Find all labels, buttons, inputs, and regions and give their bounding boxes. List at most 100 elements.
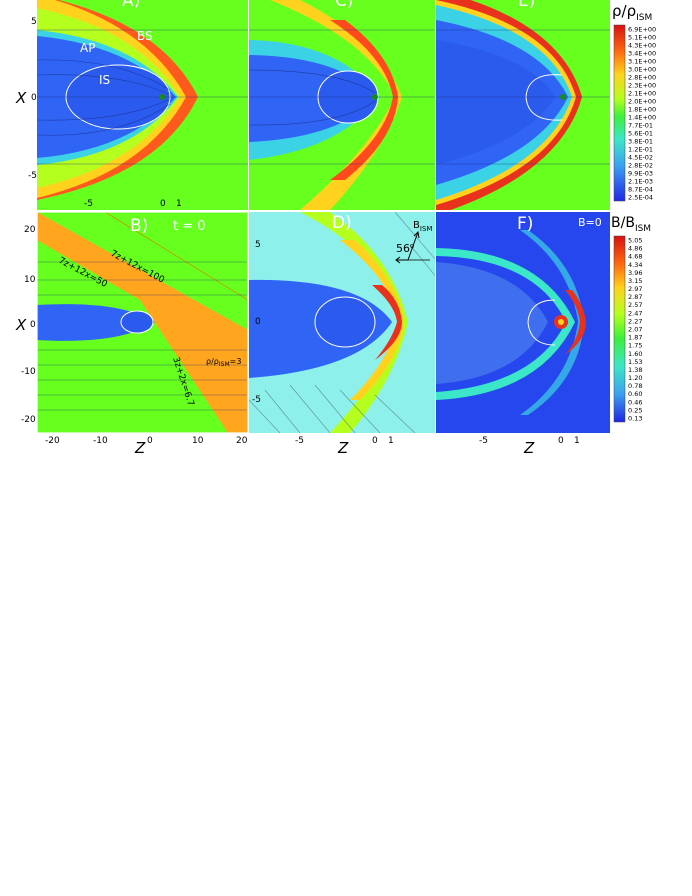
panel-c-label: C): [335, 0, 354, 11]
colorbar-b-label-6: 2.97: [628, 285, 642, 293]
b-x-axis-title: X: [15, 316, 27, 334]
d-z-tick-1: 1: [388, 436, 394, 446]
top-z-tick-neg5: -5: [84, 199, 93, 209]
colorbar-rho-label-9: 2.0E+00: [628, 98, 656, 106]
region-is-label: IS: [99, 73, 110, 87]
d-z-axis-title: Z: [337, 439, 349, 457]
panel-d: [249, 212, 435, 433]
colorbar-rho-label-15: 1.2E-01: [628, 146, 653, 154]
colorbar-b-label-17: 1.20: [628, 374, 642, 382]
b-z-tick-neg20: -20: [45, 436, 60, 446]
colorbar-b-label-20: 0.46: [628, 398, 642, 406]
colorbar-b-labels: 5.054.864.684.343.963.152.972.872.572.47…: [628, 237, 642, 423]
top-z-tick-1: 1: [176, 199, 182, 209]
d-x-tick-neg5: -5: [252, 395, 261, 405]
b-z-tick-20: 20: [236, 436, 248, 446]
b-z-tick-0: 0: [147, 436, 153, 446]
colorbar-b-label-0: 5.05: [628, 237, 642, 245]
colorbar-rho-label-10: 1.8E+00: [628, 106, 656, 114]
panel-f-tag: B=0: [578, 216, 602, 229]
panel-f-label: F): [517, 214, 533, 234]
d-z-tick-0: 0: [372, 436, 378, 446]
colorbar-rho-label-8: 2.1E+00: [628, 90, 656, 98]
colorbar-rho-label-1: 5.1E+00: [628, 34, 656, 42]
colorbar-b-label-10: 2.27: [628, 317, 642, 325]
f-z-tick-0: 0: [558, 436, 564, 446]
f-z-tick-1: 1: [574, 436, 580, 446]
colorbar-b-label-8: 2.57: [628, 301, 642, 309]
field-b-annotation: BISM: [413, 220, 432, 233]
colorbar-b-label-7: 2.87: [628, 293, 642, 301]
top-x-tick-0: 0: [31, 93, 37, 103]
colorbar-rho-label-11: 1.4E+00: [628, 114, 656, 122]
colorbar-rho-labels: 6.9E+005.1E+004.3E+003.4E+003.1E+003.0E+…: [628, 26, 656, 202]
panel-b: [37, 212, 248, 433]
colorbar-b-label-15: 1.53: [628, 358, 642, 366]
colorbar-b-label-21: 0.25: [628, 406, 642, 414]
panel-c: [249, 0, 435, 210]
colorbar-b-label-18: 0.78: [628, 382, 642, 390]
colorbar-rho: [613, 24, 626, 202]
b-x-tick-neg20: -20: [21, 415, 36, 425]
colorbar-b: [613, 235, 626, 423]
f-z-axis-title: Z: [523, 439, 535, 457]
d-x-tick-0: 0: [255, 317, 261, 327]
b-x-tick-10: 10: [24, 275, 36, 285]
d-x-tick-5: 5: [255, 240, 261, 250]
colorbar-b-label-11: 2.07: [628, 326, 642, 334]
f-z-tick-neg5: -5: [479, 436, 488, 446]
top-x-tick-5: 5: [31, 17, 37, 27]
b-x-tick-neg10: -10: [21, 367, 36, 377]
panel-a: [37, 0, 248, 210]
colorbar-b-label-22: 0.13: [628, 415, 642, 423]
colorbar-rho-label-12: 7.7E-01: [628, 122, 653, 130]
top-x-tick-neg5: -5: [28, 171, 37, 181]
colorbar-rho-label-14: 3.8E-01: [628, 138, 653, 146]
colorbar-rho-label-20: 8.7E-04: [628, 186, 653, 194]
colorbar-b-label-1: 4.86: [628, 245, 642, 253]
angle-annotation: 56o: [396, 242, 414, 255]
panel-b-frame: [36, 211, 249, 434]
colorbar-rho-label-5: 3.0E+00: [628, 66, 656, 74]
panel-e-label: E): [518, 0, 535, 11]
colorbar-rho-label-3: 3.4E+00: [628, 50, 656, 58]
colorbar-rho-label-0: 6.9E+00: [628, 26, 656, 34]
top-x-axis-title: X: [15, 89, 27, 107]
colorbar-b-label-4: 3.96: [628, 269, 642, 277]
region-bs-label: BS: [137, 29, 153, 43]
colorbar-b-label-2: 4.68: [628, 253, 642, 261]
rho-ratio-annotation: ρ/ρISM=3: [206, 357, 241, 368]
d-z-tick-neg5: -5: [295, 436, 304, 446]
region-ap-label: AP: [80, 41, 95, 55]
top-z-tick-0: 0: [160, 199, 166, 209]
panel-d-label: D): [332, 213, 352, 233]
panel-b-label: B): [130, 216, 148, 236]
field-direction-arrow: [395, 230, 430, 264]
colorbar-b-label-14: 1.60: [628, 350, 642, 358]
b-z-tick-neg10: -10: [93, 436, 108, 446]
colorbar-rho-label-18: 9.9E-03: [628, 170, 653, 178]
colorbar-rho-label-2: 4.3E+00: [628, 42, 656, 50]
colorbar-rho-label-16: 4.5E-02: [628, 154, 653, 162]
colorbar-b-label-19: 0.60: [628, 390, 642, 398]
colorbar-b-title: B/BISM: [611, 215, 651, 234]
colorbar-rho-label-4: 3.1E+00: [628, 58, 656, 66]
colorbar-b-label-12: 1.87: [628, 334, 642, 342]
colorbar-b-label-9: 2.47: [628, 309, 642, 317]
b-z-axis-title: Z: [134, 439, 146, 457]
colorbar-b-label-13: 1.75: [628, 342, 642, 350]
colorbar-rho-label-7: 2.3E+00: [628, 82, 656, 90]
colorbar-b-label-3: 4.34: [628, 261, 642, 269]
colorbar-rho-label-6: 2.8E+00: [628, 74, 656, 82]
panel-b-tag: t = 0: [173, 219, 206, 234]
colorbar-rho-label-17: 2.8E-02: [628, 162, 653, 170]
b-x-tick-0: 0: [30, 320, 36, 330]
panel-e: [436, 0, 610, 210]
colorbar-rho-label-13: 5.6E-01: [628, 130, 653, 138]
b-z-tick-10: 10: [192, 436, 204, 446]
colorbar-rho-label-19: 2.1E-03: [628, 178, 653, 186]
colorbar-rho-title: ρ/ρISM: [612, 2, 652, 23]
panel-a-label: A): [122, 0, 140, 11]
colorbar-b-label-5: 3.15: [628, 277, 642, 285]
